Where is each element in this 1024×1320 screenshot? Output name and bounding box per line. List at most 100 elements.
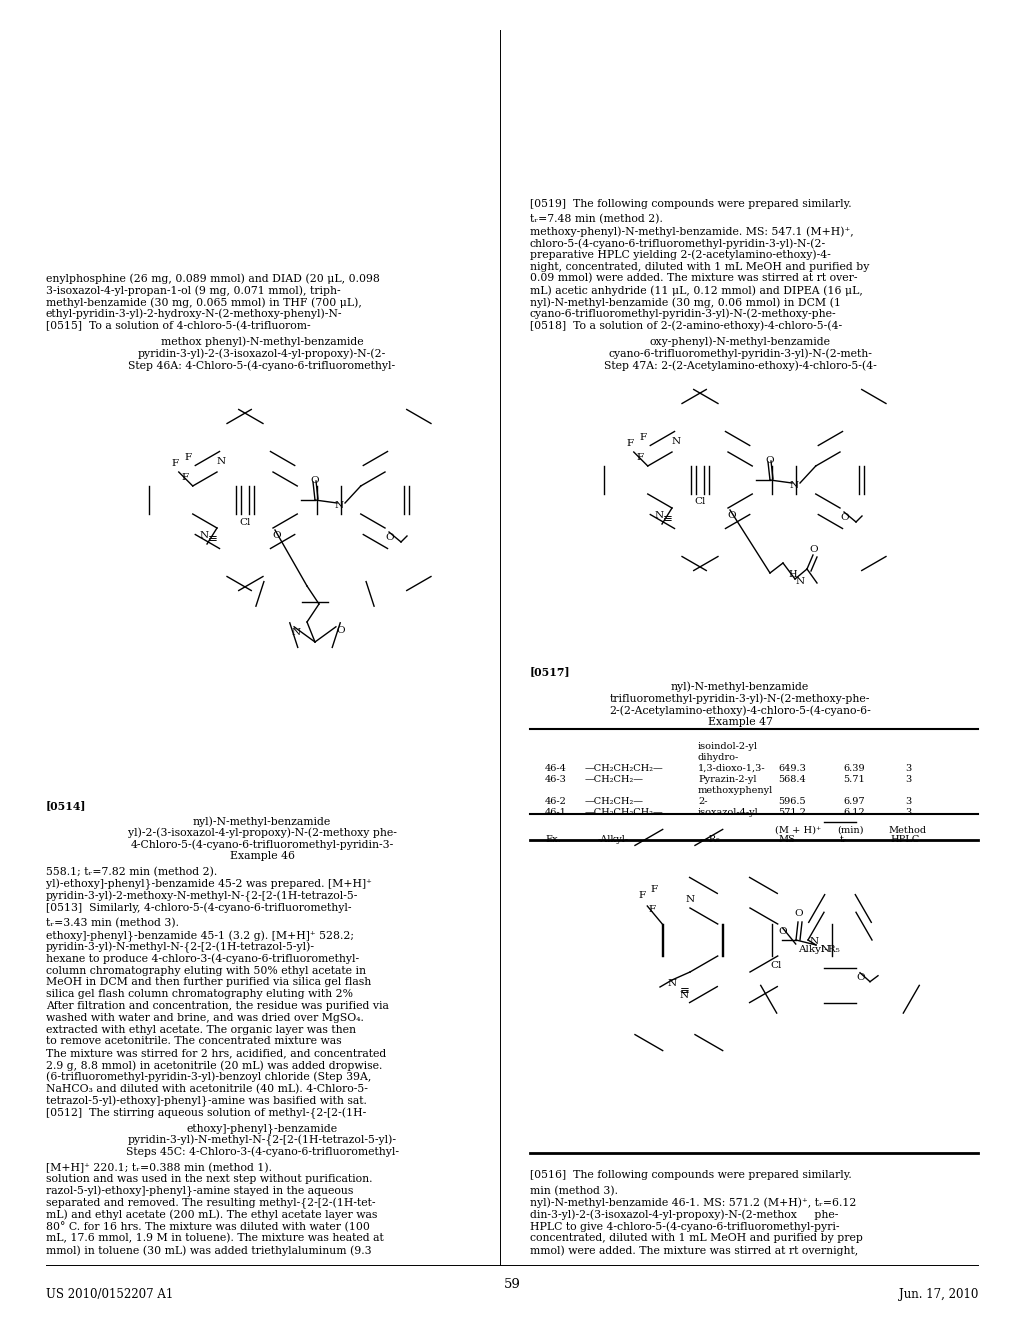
Text: 596.5: 596.5 [778,797,806,807]
Text: pyridin-3-yl)-N-methyl-N-{2-[2-(1H-tetrazol-5-yl)-: pyridin-3-yl)-N-methyl-N-{2-[2-(1H-tetra… [46,942,315,953]
Text: US 2010/0152207 A1: US 2010/0152207 A1 [46,1288,173,1302]
Text: oxy-phenyl)-N-methyl-benzamide: oxy-phenyl)-N-methyl-benzamide [649,337,830,347]
Text: 80° C. for 16 hrs. The mixture was diluted with water (100: 80° C. for 16 hrs. The mixture was dilut… [46,1221,370,1232]
Text: mL, 17.6 mmol, 1.9 M in toluene). The mixture was heated at: mL, 17.6 mmol, 1.9 M in toluene). The mi… [46,1233,384,1243]
Text: 5.71: 5.71 [843,775,864,784]
Text: F: F [181,474,188,483]
Text: dihydro-: dihydro- [698,752,739,762]
Text: Example 46: Example 46 [229,851,295,862]
Text: O: O [795,909,803,919]
Text: night, concentrated, diluted with 1 mL MeOH and purified by: night, concentrated, diluted with 1 mL M… [530,261,869,272]
Text: —R₅: —R₅ [700,836,721,843]
Text: 568.4: 568.4 [778,775,806,784]
Text: tᵣ: tᵣ [840,836,847,843]
Text: 6.39: 6.39 [843,764,864,774]
Text: Example 47: Example 47 [708,717,772,727]
Text: N: N [796,577,805,586]
Text: 6.97: 6.97 [843,797,864,807]
Text: methoxyphenyl: methoxyphenyl [698,785,773,795]
Text: F: F [627,440,633,449]
Text: 3: 3 [905,808,911,817]
Text: (min): (min) [837,825,863,834]
Text: N: N [672,437,681,446]
Text: 571.2: 571.2 [778,808,806,817]
Text: enylphosphine (26 mg, 0.089 mmol) and DIAD (20 μL, 0.098: enylphosphine (26 mg, 0.089 mmol) and DI… [46,273,380,284]
Text: Jun. 17, 2010: Jun. 17, 2010 [899,1288,978,1302]
Text: ethyl-pyridin-3-yl)-2-hydroxy-N-(2-methoxy-phenyl)-N-: ethyl-pyridin-3-yl)-2-hydroxy-N-(2-metho… [46,309,342,319]
Text: 3: 3 [905,775,911,784]
Text: [M+H]⁺ 220.1; tᵣ=0.388 min (method 1).: [M+H]⁺ 220.1; tᵣ=0.388 min (method 1). [46,1163,272,1172]
Text: Cl: Cl [239,517,251,527]
Text: nyl)-N-methyl-benzamide (30 mg, 0.06 mmol) in DCM (1: nyl)-N-methyl-benzamide (30 mg, 0.06 mmo… [530,297,841,308]
Text: cyano-6-trifluoromethyl-pyridin-3-yl)-N-(2-methoxy-phe-: cyano-6-trifluoromethyl-pyridin-3-yl)-N-… [530,309,837,319]
Text: N: N [200,532,209,540]
Text: solution and was used in the next step without purification.: solution and was used in the next step w… [46,1175,373,1184]
Text: N: N [655,511,664,520]
Text: MeOH in DCM and then further purified via silica gel flash: MeOH in DCM and then further purified vi… [46,977,372,987]
Text: F: F [184,454,191,462]
Text: [0513]  Similarly, 4-chloro-5-(4-cyano-6-trifluoromethyl-: [0513] Similarly, 4-chloro-5-(4-cyano-6-… [46,903,351,913]
Text: methyl-benzamide (30 mg, 0.065 mmol) in THF (700 μL),: methyl-benzamide (30 mg, 0.065 mmol) in … [46,297,361,308]
Text: O: O [386,533,394,543]
Text: 3-isoxazol-4-yl-propan-1-ol (9 mg, 0.071 mmol), triph-: 3-isoxazol-4-yl-propan-1-ol (9 mg, 0.071… [46,285,341,296]
Text: 46-1: 46-1 [545,808,567,817]
Text: HPLC to give 4-chloro-5-(4-cyano-6-trifluoromethyl-pyri-: HPLC to give 4-chloro-5-(4-cyano-6-trifl… [530,1221,840,1232]
Text: Step 47A: 2-(2-Acetylamino-ethoxy)-4-chloro-5-(4-: Step 47A: 2-(2-Acetylamino-ethoxy)-4-chl… [603,360,877,371]
Text: —CH₂CH₂CH₂—: —CH₂CH₂CH₂— [585,808,664,817]
Text: O: O [857,973,865,982]
Text: F: F [650,886,657,895]
Text: trifluoromethyl-pyridin-3-yl)-N-(2-methoxy-phe-: trifluoromethyl-pyridin-3-yl)-N-(2-metho… [610,693,870,704]
Text: Cl: Cl [770,961,781,970]
Text: NaHCO₃ and diluted with acetonitrile (40 mL). 4-Chloro-5-: NaHCO₃ and diluted with acetonitrile (40… [46,1084,368,1094]
Text: N: N [668,978,677,987]
Text: O: O [310,477,319,484]
Text: (M + H)⁺: (M + H)⁺ [775,825,821,834]
Text: 46-2: 46-2 [545,797,567,807]
Text: [0517]: [0517] [530,665,570,677]
Text: F: F [171,459,178,469]
Text: —CH₂CH₂CH₂—: —CH₂CH₂CH₂— [585,764,664,774]
Text: (6-trifluoromethyl-pyridin-3-yl)-benzoyl chloride (Step 39A,: (6-trifluoromethyl-pyridin-3-yl)-benzoyl… [46,1072,372,1082]
Text: mmol) were added. The mixture was stirred at rt overnight,: mmol) were added. The mixture was stirre… [530,1245,858,1255]
Text: N: N [821,945,830,954]
Text: H: H [788,570,798,579]
Text: yl)-ethoxy]-phenyl}-benzamide 45-2 was prepared. [M+H]⁺: yl)-ethoxy]-phenyl}-benzamide 45-2 was p… [46,879,372,891]
Text: N: N [216,458,225,466]
Text: HPLC: HPLC [890,836,920,843]
Text: washed with water and brine, and was dried over MgSO₄.: washed with water and brine, and was dri… [46,1012,364,1023]
Text: pyridin-3-yl)-2-methoxy-N-methyl-N-{2-[2-(1H-tetrazol-5-: pyridin-3-yl)-2-methoxy-N-methyl-N-{2-[2… [46,891,358,902]
Text: [0518]  To a solution of 2-(2-amino-ethoxy)-4-chloro-5-(4-: [0518] To a solution of 2-(2-amino-ethox… [530,321,842,331]
Text: O: O [337,626,345,635]
Text: 46-3: 46-3 [545,775,567,784]
Text: -Alkyl-: -Alkyl- [598,836,629,843]
Text: [0519]  The following compounds were prepared similarly.: [0519] The following compounds were prep… [530,198,852,209]
Text: The mixture was stirred for 2 hrs, acidified, and concentrated: The mixture was stirred for 2 hrs, acidi… [46,1048,386,1059]
Text: mmol) in toluene (30 mL) was added triethylaluminum (9.3: mmol) in toluene (30 mL) was added triet… [46,1245,372,1255]
Text: —CH₂CH₂—: —CH₂CH₂— [585,775,644,784]
Text: 2-(2-Acetylamino-ethoxy)-4-chloro-5-(4-cyano-6-: 2-(2-Acetylamino-ethoxy)-4-chloro-5-(4-c… [609,705,870,715]
Text: F: F [639,891,646,900]
Text: extracted with ethyl acetate. The organic layer was then: extracted with ethyl acetate. The organi… [46,1024,356,1035]
Text: nyl)-N-methyl-benzamide 46-1. MS: 571.2 (M+H)⁺, tᵣ=6.12: nyl)-N-methyl-benzamide 46-1. MS: 571.2 … [530,1197,856,1208]
Text: Steps 45C: 4-Chloro-3-(4-cyano-6-trifluoromethyl-: Steps 45C: 4-Chloro-3-(4-cyano-6-trifluo… [126,1147,398,1158]
Text: Pyrazin-2-yl: Pyrazin-2-yl [698,775,757,784]
Text: pyridin-3-yl)-N-methyl-N-{2-[2-(1H-tetrazol-5-yl)-: pyridin-3-yl)-N-methyl-N-{2-[2-(1H-tetra… [128,1135,396,1146]
Text: [0514]: [0514] [46,800,86,812]
Text: 46-4: 46-4 [545,764,567,774]
Text: After filtration and concentration, the residue was purified via: After filtration and concentration, the … [46,1001,389,1011]
Text: [0512]  The stirring aqueous solution of methyl-{2-[2-(1H-: [0512] The stirring aqueous solution of … [46,1107,367,1118]
Text: O: O [778,928,787,936]
Text: N: N [809,937,818,946]
Text: mL) acetic anhydride (11 μL, 0.12 mmol) and DIPEA (16 μL,: mL) acetic anhydride (11 μL, 0.12 mmol) … [530,285,863,296]
Text: isoindol-2-yl: isoindol-2-yl [698,742,758,751]
Text: 59: 59 [504,1278,520,1291]
Text: preparative HPLC yielding 2-(2-acetylamino-ethoxy)-4-: preparative HPLC yielding 2-(2-acetylami… [530,249,830,260]
Text: 0.09 mmol) were added. The mixture was stirred at rt over-: 0.09 mmol) were added. The mixture was s… [530,273,857,284]
Text: 2.9 g, 8.8 mmol) in acetonitrile (20 mL) was added dropwise.: 2.9 g, 8.8 mmol) in acetonitrile (20 mL)… [46,1060,382,1071]
Text: F: F [649,906,655,915]
Text: ≡: ≡ [680,983,690,997]
Text: 4-Chloro-5-(4-cyano-6-trifluoromethyl-pyridin-3-: 4-Chloro-5-(4-cyano-6-trifluoromethyl-py… [130,840,393,850]
Text: F: F [636,454,643,462]
Text: ethoxy]-phenyl}-benzamide: ethoxy]-phenyl}-benzamide [186,1123,338,1134]
Text: nyl)-N-methyl-benzamide: nyl)-N-methyl-benzamide [193,816,331,826]
